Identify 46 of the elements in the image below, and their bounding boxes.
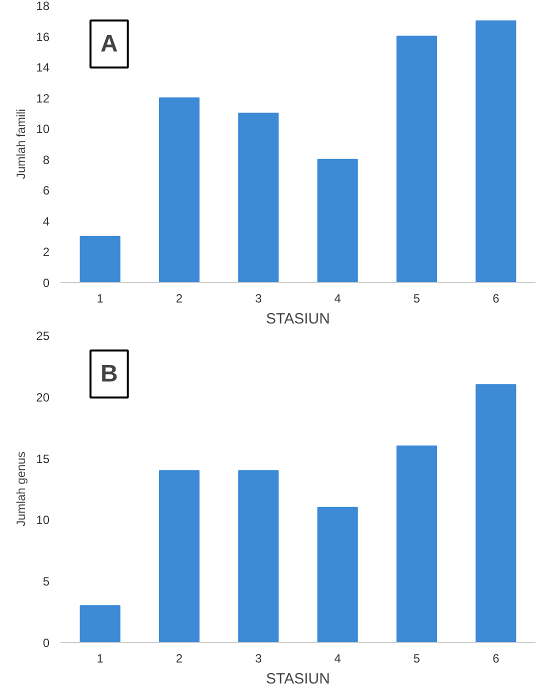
x-tick-label: 3 xyxy=(255,292,262,306)
y-tick-label: 10 xyxy=(36,122,50,136)
x-tick-label: 2 xyxy=(176,292,183,306)
annotation: B xyxy=(100,360,118,388)
y-axis-title: Jumlah famili xyxy=(14,108,28,180)
bar xyxy=(396,36,438,282)
y-tick-label: 16 xyxy=(36,30,50,44)
x-axis-title: STASIUN xyxy=(266,670,330,688)
y-tick-label: 2 xyxy=(42,245,50,260)
x-tick-label: 2 xyxy=(176,652,183,666)
bar xyxy=(317,158,358,282)
bar xyxy=(476,20,516,282)
x-tick-label: 1 xyxy=(96,652,104,666)
y-tick-label: 6 xyxy=(42,184,50,198)
y-tick-label: 12 xyxy=(36,91,50,106)
x-tick-label: 1 xyxy=(96,292,104,306)
y-axis-title: Jumlah genus xyxy=(14,452,28,526)
x-tick-label: 6 xyxy=(492,652,500,666)
y-tick-label: 5 xyxy=(42,574,50,589)
bar xyxy=(80,605,120,642)
bar xyxy=(80,236,120,282)
annotation: A xyxy=(100,30,118,58)
y-tick-label: 8 xyxy=(42,152,50,167)
y-tick-label: 0 xyxy=(42,636,50,650)
x-tick-label: 5 xyxy=(413,652,420,666)
bar xyxy=(158,470,200,642)
x-tick-label: 4 xyxy=(334,292,342,306)
x-tick-label: 6 xyxy=(492,292,500,306)
x-tick-label: 3 xyxy=(255,652,262,666)
y-tick-label: 15 xyxy=(36,452,50,466)
bar xyxy=(396,446,438,642)
y-tick-label: 0 xyxy=(42,276,50,290)
y-tick-label: 14 xyxy=(36,60,50,75)
x-tick-label: 5 xyxy=(413,292,420,306)
y-tick-label: 4 xyxy=(42,214,50,228)
bar xyxy=(317,506,358,642)
bar xyxy=(238,112,279,282)
y-tick-label: 20 xyxy=(36,390,50,404)
y-tick-label: 25 xyxy=(36,329,50,343)
bar xyxy=(476,384,516,642)
y-tick-label: 18 xyxy=(36,0,50,13)
bar xyxy=(238,470,279,642)
bar xyxy=(158,97,200,282)
y-tick-label: 10 xyxy=(36,513,50,528)
x-tick-label: 4 xyxy=(334,652,342,666)
x-axis-title: STASIUN xyxy=(266,310,330,328)
